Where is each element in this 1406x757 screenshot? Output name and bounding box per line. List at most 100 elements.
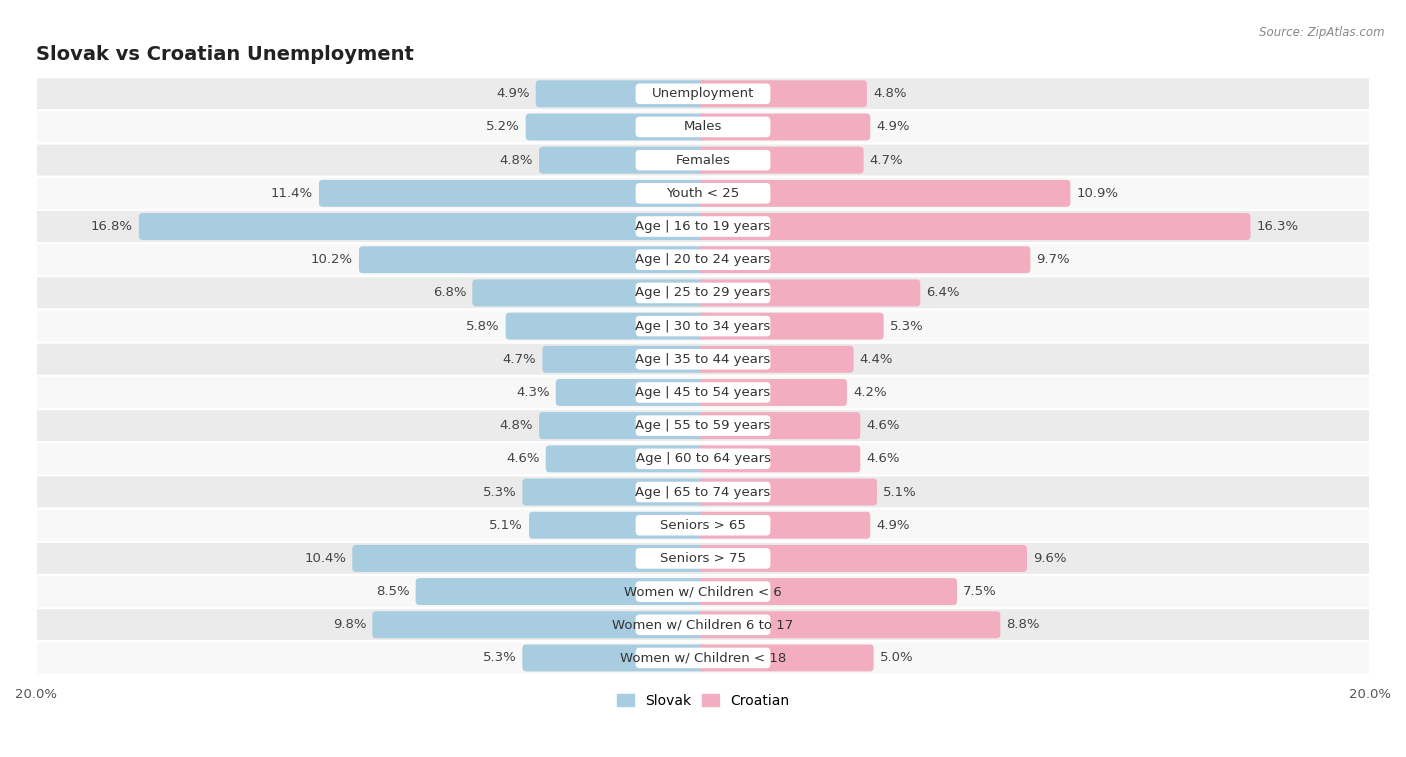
FancyBboxPatch shape [699, 279, 921, 307]
Text: 4.7%: 4.7% [870, 154, 904, 167]
FancyBboxPatch shape [373, 612, 707, 638]
FancyBboxPatch shape [37, 542, 1369, 575]
FancyBboxPatch shape [636, 183, 770, 204]
Text: Age | 16 to 19 years: Age | 16 to 19 years [636, 220, 770, 233]
FancyBboxPatch shape [529, 512, 707, 539]
FancyBboxPatch shape [37, 475, 1369, 509]
FancyBboxPatch shape [636, 83, 770, 104]
Text: 5.3%: 5.3% [482, 485, 516, 499]
Text: 5.8%: 5.8% [465, 319, 499, 332]
FancyBboxPatch shape [555, 379, 707, 406]
FancyBboxPatch shape [699, 545, 1026, 572]
FancyBboxPatch shape [636, 515, 770, 535]
FancyBboxPatch shape [37, 376, 1369, 409]
Text: 5.0%: 5.0% [880, 652, 914, 665]
Text: 7.5%: 7.5% [963, 585, 997, 598]
FancyBboxPatch shape [699, 246, 1031, 273]
Text: 4.4%: 4.4% [859, 353, 893, 366]
Text: 4.2%: 4.2% [853, 386, 887, 399]
FancyBboxPatch shape [699, 346, 853, 372]
FancyBboxPatch shape [37, 276, 1369, 310]
FancyBboxPatch shape [37, 177, 1369, 210]
Text: 4.8%: 4.8% [873, 87, 907, 100]
Text: 9.8%: 9.8% [333, 618, 366, 631]
FancyBboxPatch shape [636, 117, 770, 137]
Text: 4.6%: 4.6% [866, 453, 900, 466]
Text: Age | 60 to 64 years: Age | 60 to 64 years [636, 453, 770, 466]
FancyBboxPatch shape [523, 644, 707, 671]
Text: 8.5%: 8.5% [375, 585, 409, 598]
Text: 4.6%: 4.6% [866, 419, 900, 432]
Text: Slovak vs Croatian Unemployment: Slovak vs Croatian Unemployment [37, 45, 413, 64]
Text: 4.6%: 4.6% [506, 453, 540, 466]
FancyBboxPatch shape [139, 213, 707, 240]
Text: Women w/ Children 6 to 17: Women w/ Children 6 to 17 [613, 618, 793, 631]
Text: 4.9%: 4.9% [496, 87, 530, 100]
Text: Age | 55 to 59 years: Age | 55 to 59 years [636, 419, 770, 432]
FancyBboxPatch shape [699, 612, 1000, 638]
Text: Youth < 25: Youth < 25 [666, 187, 740, 200]
FancyBboxPatch shape [699, 512, 870, 539]
Text: 11.4%: 11.4% [271, 187, 312, 200]
Text: Females: Females [675, 154, 731, 167]
FancyBboxPatch shape [37, 210, 1369, 243]
FancyBboxPatch shape [699, 578, 957, 605]
Text: 10.2%: 10.2% [311, 254, 353, 266]
Text: Age | 45 to 54 years: Age | 45 to 54 years [636, 386, 770, 399]
FancyBboxPatch shape [699, 80, 868, 107]
FancyBboxPatch shape [636, 217, 770, 237]
FancyBboxPatch shape [523, 478, 707, 506]
FancyBboxPatch shape [636, 615, 770, 635]
FancyBboxPatch shape [546, 445, 707, 472]
Text: 4.9%: 4.9% [876, 120, 910, 133]
FancyBboxPatch shape [699, 445, 860, 472]
FancyBboxPatch shape [636, 648, 770, 668]
FancyBboxPatch shape [37, 641, 1369, 674]
FancyBboxPatch shape [699, 379, 846, 406]
Text: 9.7%: 9.7% [1036, 254, 1070, 266]
FancyBboxPatch shape [636, 481, 770, 503]
FancyBboxPatch shape [636, 282, 770, 304]
Text: 5.1%: 5.1% [489, 519, 523, 531]
Text: 4.3%: 4.3% [516, 386, 550, 399]
Legend: Slovak, Croatian: Slovak, Croatian [612, 688, 794, 713]
Text: 5.3%: 5.3% [482, 652, 516, 665]
FancyBboxPatch shape [636, 548, 770, 569]
FancyBboxPatch shape [636, 382, 770, 403]
Text: 10.4%: 10.4% [304, 552, 346, 565]
FancyBboxPatch shape [37, 409, 1369, 442]
FancyBboxPatch shape [37, 310, 1369, 343]
FancyBboxPatch shape [636, 150, 770, 170]
FancyBboxPatch shape [699, 478, 877, 506]
Text: Age | 25 to 29 years: Age | 25 to 29 years [636, 286, 770, 300]
FancyBboxPatch shape [37, 608, 1369, 641]
FancyBboxPatch shape [353, 545, 707, 572]
FancyBboxPatch shape [636, 250, 770, 270]
FancyBboxPatch shape [416, 578, 707, 605]
Text: Age | 30 to 34 years: Age | 30 to 34 years [636, 319, 770, 332]
FancyBboxPatch shape [359, 246, 707, 273]
Text: 16.8%: 16.8% [91, 220, 132, 233]
FancyBboxPatch shape [37, 509, 1369, 542]
FancyBboxPatch shape [699, 644, 873, 671]
FancyBboxPatch shape [538, 412, 707, 439]
FancyBboxPatch shape [506, 313, 707, 340]
FancyBboxPatch shape [636, 316, 770, 336]
Text: Age | 65 to 74 years: Age | 65 to 74 years [636, 485, 770, 499]
Text: 6.4%: 6.4% [927, 286, 960, 300]
Text: Source: ZipAtlas.com: Source: ZipAtlas.com [1260, 26, 1385, 39]
Text: Males: Males [683, 120, 723, 133]
FancyBboxPatch shape [699, 412, 860, 439]
Text: 4.8%: 4.8% [499, 419, 533, 432]
Text: 4.9%: 4.9% [876, 519, 910, 531]
FancyBboxPatch shape [636, 416, 770, 436]
FancyBboxPatch shape [319, 180, 707, 207]
FancyBboxPatch shape [37, 442, 1369, 475]
Text: Women w/ Children < 6: Women w/ Children < 6 [624, 585, 782, 598]
Text: Seniors > 75: Seniors > 75 [659, 552, 747, 565]
Text: 6.8%: 6.8% [433, 286, 467, 300]
FancyBboxPatch shape [526, 114, 707, 141]
FancyBboxPatch shape [37, 111, 1369, 144]
FancyBboxPatch shape [472, 279, 707, 307]
FancyBboxPatch shape [636, 581, 770, 602]
